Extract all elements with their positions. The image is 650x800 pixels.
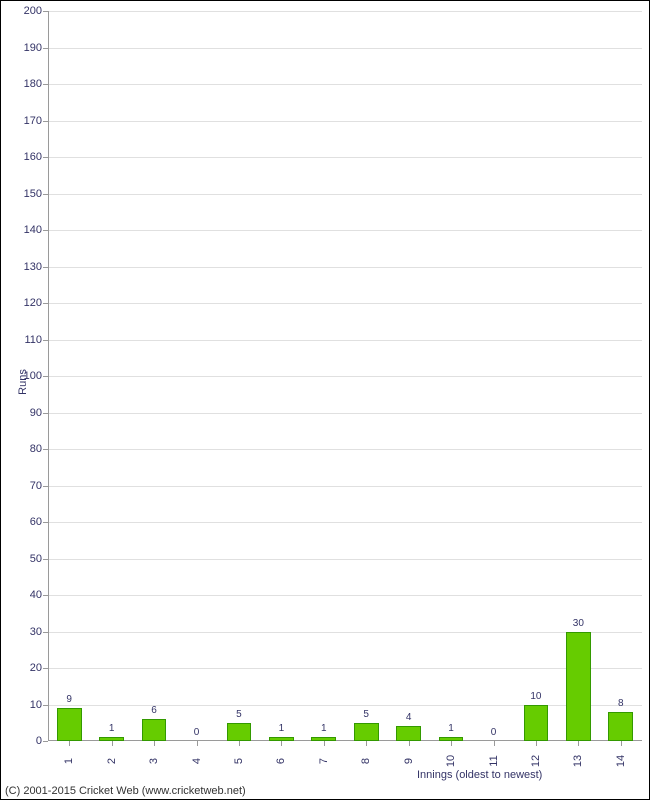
- y-tick-label: 200: [24, 5, 42, 17]
- x-tick-label: 8: [360, 758, 372, 764]
- gridline: [48, 449, 642, 450]
- y-tick-label: 130: [24, 261, 42, 273]
- x-tick-label: 6: [275, 758, 287, 764]
- y-tick-label: 10: [30, 699, 42, 711]
- plot-area: 0102030405060708090100110120130140150160…: [48, 11, 642, 741]
- x-tick-mark: [154, 741, 155, 746]
- bar-value-label: 1: [321, 723, 327, 734]
- gridline: [48, 486, 642, 487]
- gridline: [48, 121, 642, 122]
- bar: [524, 705, 549, 742]
- x-tick-label: 2: [106, 758, 118, 764]
- y-tick-label: 110: [24, 334, 42, 346]
- x-tick-label: 9: [403, 758, 415, 764]
- bar-value-label: 1: [109, 723, 115, 734]
- bar-value-label: 30: [573, 618, 584, 629]
- x-tick-label: 4: [191, 758, 203, 764]
- bar-value-label: 9: [66, 694, 72, 705]
- gridline: [48, 267, 642, 268]
- x-axis-line: [48, 740, 642, 741]
- x-tick-mark: [578, 741, 579, 746]
- gridline: [48, 413, 642, 414]
- y-tick-label: 40: [30, 589, 42, 601]
- gridline: [48, 194, 642, 195]
- bar-value-label: 6: [151, 705, 157, 716]
- bar-value-label: 10: [530, 691, 541, 702]
- x-tick-label: 5: [233, 758, 245, 764]
- x-tick-mark: [112, 741, 113, 746]
- bar: [354, 723, 379, 741]
- gridline: [48, 303, 642, 304]
- x-tick-mark: [324, 741, 325, 746]
- x-tick-label: 11: [488, 755, 500, 766]
- bar: [566, 632, 591, 742]
- copyright-text: (C) 2001-2015 Cricket Web (www.cricketwe…: [5, 785, 246, 797]
- x-tick-mark: [494, 741, 495, 746]
- y-tick-label: 70: [30, 480, 42, 492]
- x-tick-label: 13: [572, 755, 584, 767]
- y-tick-label: 190: [24, 42, 42, 54]
- gridline: [48, 522, 642, 523]
- bar: [57, 708, 82, 741]
- y-tick-label: 0: [36, 735, 42, 747]
- bar-value-label: 1: [448, 723, 454, 734]
- x-tick-mark: [281, 741, 282, 746]
- y-tick-label: 180: [24, 78, 42, 90]
- x-tick-mark: [197, 741, 198, 746]
- y-tick-label: 170: [24, 115, 42, 127]
- y-tick-label: 80: [30, 443, 42, 455]
- x-tick-mark: [536, 741, 537, 746]
- gridline: [48, 84, 642, 85]
- bar: [396, 726, 421, 741]
- bar-value-label: 0: [491, 727, 497, 738]
- y-axis-title: Runs: [17, 369, 29, 395]
- gridline: [48, 595, 642, 596]
- bar-value-label: 4: [406, 712, 412, 723]
- gridline: [48, 376, 642, 377]
- gridline: [48, 157, 642, 158]
- x-tick-mark: [451, 741, 452, 746]
- x-tick-mark: [69, 741, 70, 746]
- bar: [608, 712, 633, 741]
- x-tick-label: 7: [318, 758, 330, 764]
- bar-value-label: 8: [618, 698, 624, 709]
- y-tick-label: 160: [24, 151, 42, 163]
- bar-value-label: 0: [194, 727, 200, 738]
- gridline: [48, 48, 642, 49]
- y-tick-label: 30: [30, 626, 42, 638]
- x-tick-mark: [366, 741, 367, 746]
- y-tick-label: 120: [24, 297, 42, 309]
- chart-container: 0102030405060708090100110120130140150160…: [0, 0, 650, 800]
- x-tick-mark: [621, 741, 622, 746]
- gridline: [48, 11, 642, 12]
- bar-value-label: 1: [279, 723, 285, 734]
- gridline: [48, 340, 642, 341]
- x-tick-label: 12: [530, 755, 542, 767]
- gridline: [48, 705, 642, 706]
- x-tick-label: 14: [615, 755, 627, 767]
- x-tick-label: 10: [445, 755, 457, 767]
- x-tick-mark: [239, 741, 240, 746]
- x-tick-mark: [409, 741, 410, 746]
- y-tick-label: 150: [24, 188, 42, 200]
- gridline: [48, 559, 642, 560]
- x-tick-label: 1: [63, 758, 75, 764]
- bar-value-label: 5: [236, 709, 242, 720]
- x-tick-label: 3: [148, 758, 160, 764]
- bar: [227, 723, 252, 741]
- y-tick-label: 140: [24, 224, 42, 236]
- bar-value-label: 5: [363, 709, 369, 720]
- x-axis-title: Innings (oldest to newest): [417, 769, 542, 781]
- y-tick-label: 20: [30, 662, 42, 674]
- gridline: [48, 632, 642, 633]
- y-tick-label: 60: [30, 516, 42, 528]
- y-tick-label: 90: [30, 407, 42, 419]
- y-tick-mark: [43, 741, 48, 742]
- y-axis-line: [48, 11, 49, 741]
- bar: [142, 719, 167, 741]
- gridline: [48, 230, 642, 231]
- gridline: [48, 668, 642, 669]
- y-tick-label: 50: [30, 553, 42, 565]
